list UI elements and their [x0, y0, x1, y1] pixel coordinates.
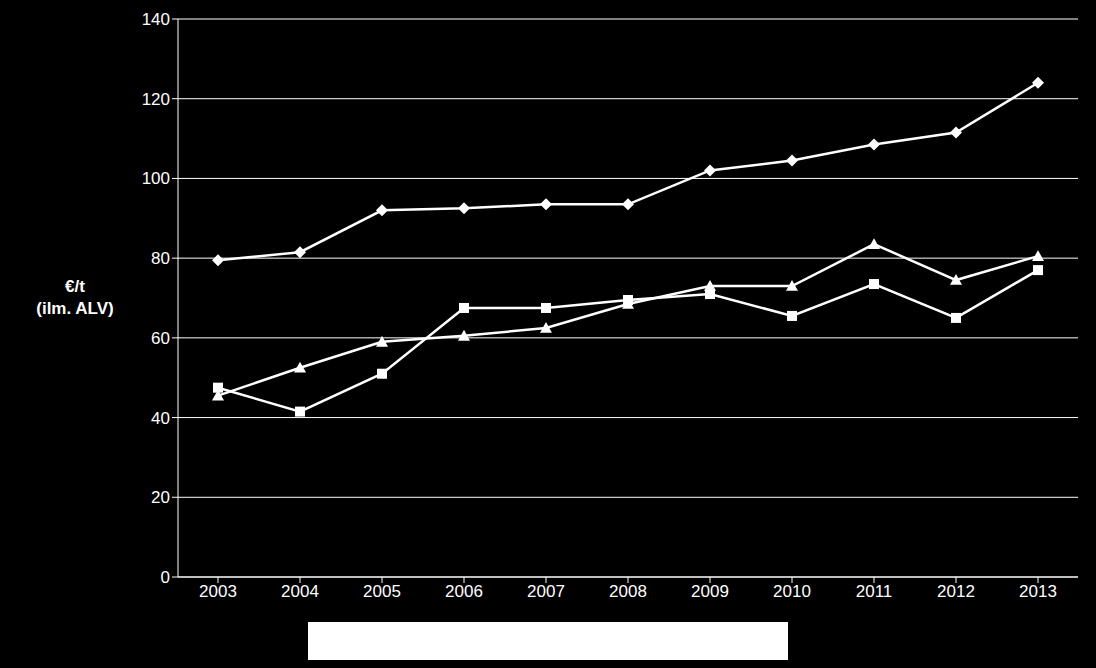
svg-text:60: 60	[151, 329, 170, 348]
svg-text:2005: 2005	[363, 582, 401, 601]
svg-text:80: 80	[151, 249, 170, 268]
svg-text:2007: 2007	[527, 582, 565, 601]
svg-text:40: 40	[151, 409, 170, 428]
svg-text:2008: 2008	[609, 582, 647, 601]
svg-text:2012: 2012	[937, 582, 975, 601]
svg-text:2013: 2013	[1019, 582, 1057, 601]
html-text:€/t: €/t	[65, 277, 85, 296]
svg-text:2004: 2004	[281, 582, 319, 601]
svg-text:2011: 2011	[856, 582, 893, 601]
svg-text:2009: 2009	[691, 582, 729, 601]
svg-text:2010: 2010	[773, 582, 811, 601]
svg-text:120: 120	[142, 90, 170, 109]
svg-text:2003: 2003	[199, 582, 237, 601]
svg-text:2006: 2006	[445, 582, 483, 601]
html-text:(ilm. ALV): (ilm. ALV)	[36, 299, 114, 318]
svg-text:0: 0	[161, 568, 170, 587]
svg-text:140: 140	[142, 10, 170, 29]
svg-text:100: 100	[142, 169, 170, 188]
svg-text:20: 20	[151, 488, 170, 507]
